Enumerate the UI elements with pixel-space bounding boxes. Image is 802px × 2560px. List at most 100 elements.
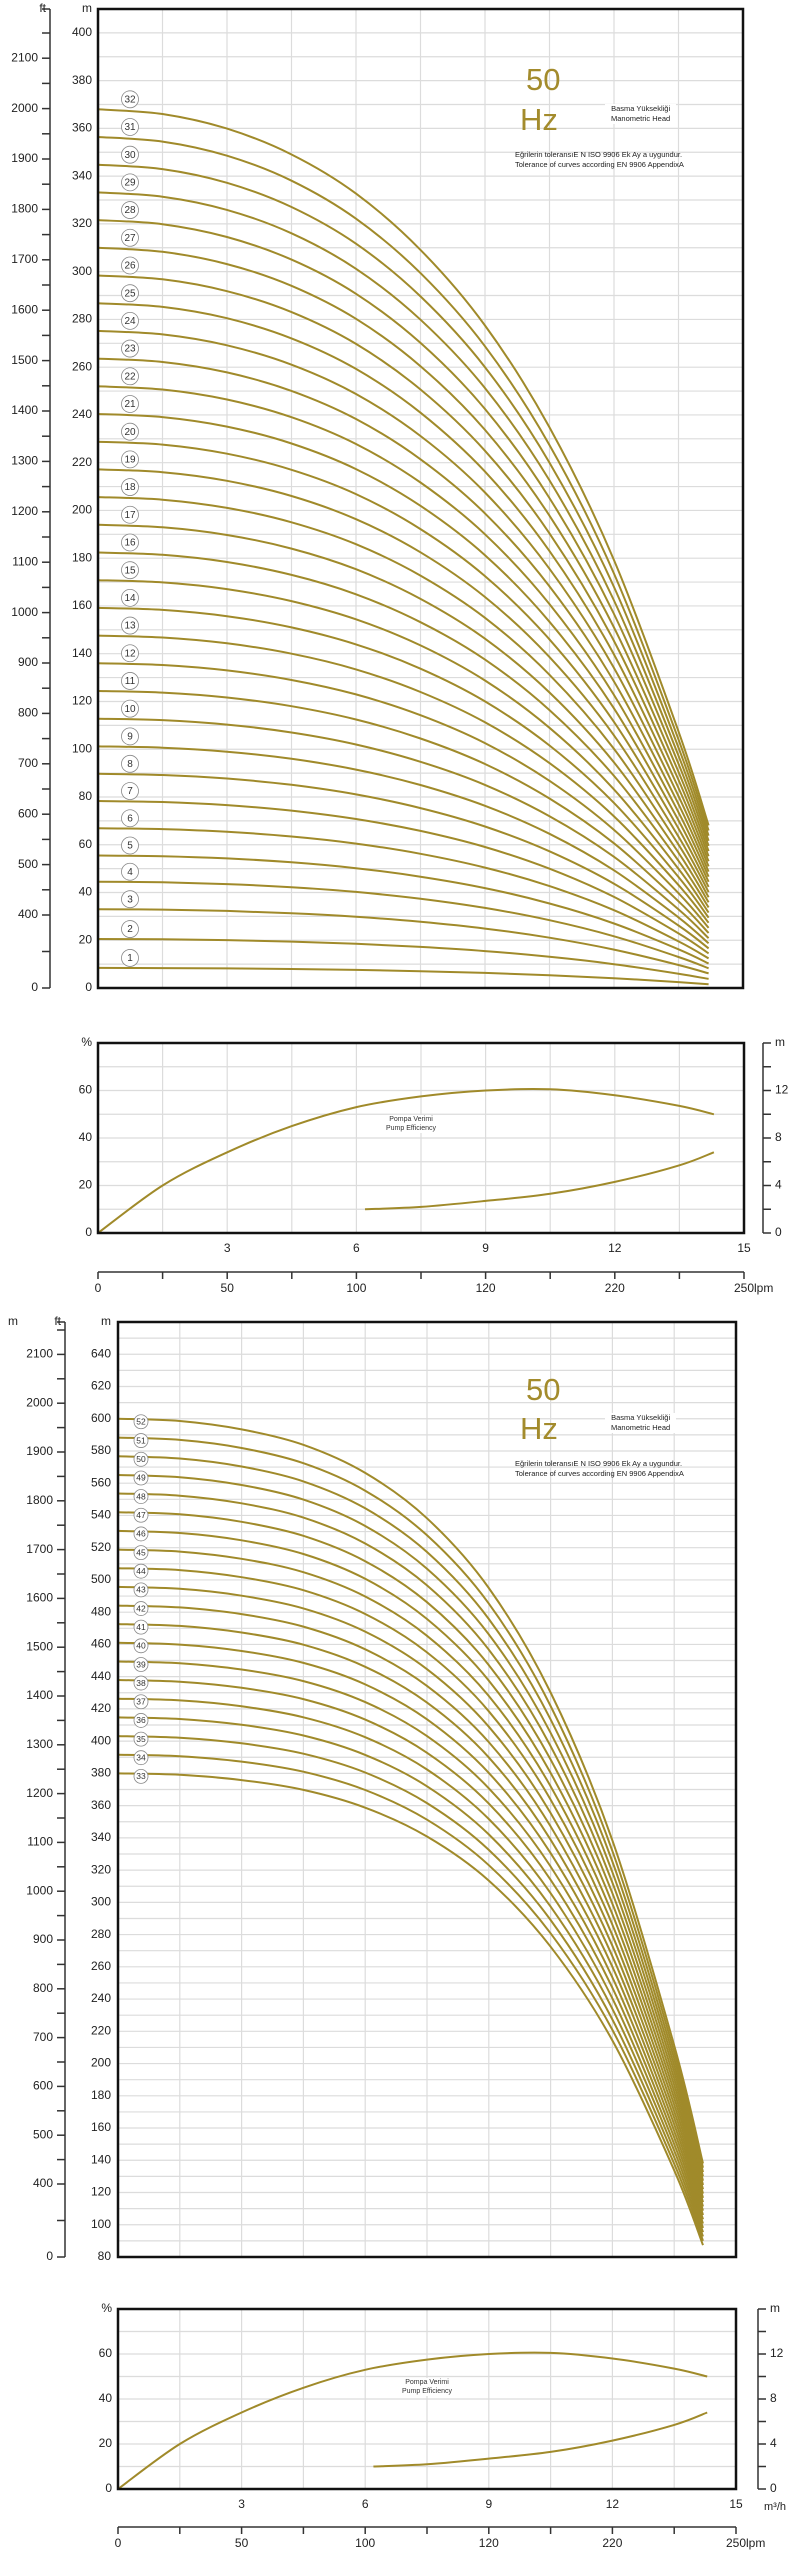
- stage-label-bubble: [121, 311, 139, 330]
- stage-label-bubble: [133, 1507, 149, 1523]
- head-curve-stage-29: [97, 191, 710, 842]
- stage-label-bubble: [121, 727, 139, 746]
- stage-label-bubble: [121, 949, 139, 967]
- stage-label: 47: [136, 1510, 146, 1520]
- y-tick-label-m: 160: [72, 598, 92, 612]
- y-tick-label-m: 200: [91, 2056, 111, 2070]
- y-tick-label-ft: 1500: [11, 353, 38, 367]
- head-curve-stage-36: [117, 1716, 704, 2233]
- head-curve-stage-37: [117, 1697, 704, 2229]
- stage-label: 20: [124, 427, 136, 438]
- stage-label-bubble: [133, 1731, 149, 1747]
- y-tick-label-ft: 1400: [11, 403, 38, 417]
- head-curve-stage-41: [117, 1623, 704, 2211]
- y-tick-label-ft: 700: [33, 2030, 53, 2044]
- plot-frame: [116, 2307, 738, 2491]
- stage-label: 8: [127, 759, 133, 770]
- stage-label: 19: [124, 455, 136, 466]
- y-tick-label-m: 260: [72, 359, 92, 373]
- y-tick-label-ft: 1000: [11, 605, 38, 619]
- stage-label: 18: [124, 482, 136, 493]
- y-tick-label-ft: 2000: [26, 1395, 53, 1409]
- head-curve-stage-22: [97, 385, 710, 878]
- head-curve-stage-14: [97, 606, 710, 919]
- x-tick-label-m3h: 15: [737, 1241, 751, 1255]
- y-tick-label-ft: 1100: [12, 554, 38, 568]
- y-tick-label-m: 640: [91, 1346, 111, 1360]
- y-tick-label-ft: 500: [18, 857, 38, 871]
- y-tick-label-m: 140: [91, 2152, 111, 2166]
- stage-label: 27: [124, 233, 136, 244]
- stage-label: 22: [124, 371, 136, 382]
- stage-label: 4: [127, 867, 133, 878]
- head-curve-stage-13: [97, 634, 710, 924]
- y-tick-label-m: 100: [91, 2217, 111, 2231]
- head-curve-stage-12: [97, 662, 710, 929]
- y-tick-label-ft: 1000: [26, 1883, 53, 1897]
- stage-label: 37: [136, 1696, 146, 1706]
- x-tick-label-lpm: 220: [602, 2536, 622, 2550]
- y-tick-label-ft: 1100: [27, 1835, 53, 1849]
- y-tick-label-m: 400: [91, 1733, 111, 1747]
- y-tick-label-m: 240: [91, 1991, 111, 2005]
- stage-label-bubble: [121, 782, 139, 800]
- x-tick-label-m3h: 12: [608, 1241, 622, 1255]
- stage-label-bubble: [133, 1619, 149, 1635]
- stage-label-bubble: [121, 145, 139, 164]
- y-tick-label-ft: 2100: [26, 1347, 53, 1361]
- y-tick-label-ft: 1800: [26, 1493, 53, 1507]
- stage-label-bubble: [121, 367, 139, 386]
- y-tick-label-ft: 1200: [11, 504, 38, 518]
- y-tick-label-m: 280: [91, 1927, 111, 1941]
- stage-label: 30: [124, 150, 136, 161]
- stage-label: 51: [136, 1435, 146, 1445]
- head-curve-stage-39: [117, 1660, 704, 2220]
- head-curve-stage-21: [97, 413, 710, 883]
- efficiency-label-en: Pump Efficiency: [386, 1125, 437, 1132]
- y-tick-label-ft: 2000: [11, 101, 38, 115]
- y-tick-label-ft: 900: [18, 655, 38, 669]
- y-tick-label-ft: 1200: [26, 1786, 53, 1800]
- y-tick-label-m: 460: [91, 1637, 111, 1651]
- y-tick-label-ft: 1300: [11, 454, 38, 468]
- y-tick-label-m: 0: [775, 1225, 782, 1239]
- stage-label: 29: [124, 178, 136, 189]
- stage-label: 26: [124, 261, 136, 272]
- npsh-curve: [364, 1151, 715, 1211]
- head-curve-stage-28: [97, 219, 710, 847]
- y-tick-label-m: 0: [770, 2481, 777, 2495]
- stage-label-bubble: [121, 505, 139, 524]
- stage-label: 10: [124, 704, 136, 715]
- stage-label: 46: [136, 1529, 146, 1539]
- stage-label-bubble: [133, 1638, 149, 1654]
- y-tick-label-percent: 60: [99, 2346, 113, 2360]
- y-tick-label-ft: 800: [18, 706, 38, 720]
- y-axis-unit-percent: %: [101, 2301, 112, 2315]
- stage-label: 15: [124, 565, 136, 576]
- stage-label: 3: [127, 894, 133, 905]
- x-tick-label-lpm: 120: [476, 1281, 496, 1295]
- y-tick-label-m: 100: [72, 741, 92, 755]
- head-curve-stage-51: [117, 1436, 704, 2169]
- stage-label: 28: [124, 205, 136, 216]
- x-tick-label-lpm: 100: [355, 2536, 375, 2550]
- y-tick-label-percent: 0: [85, 1225, 92, 1239]
- stage-label-bubble: [133, 1545, 149, 1561]
- y-tick-label-percent: 40: [99, 2391, 113, 2405]
- y-tick-label-ft: 1600: [26, 1591, 53, 1605]
- tolerance-note: Eğrilerin toleransıE N ISO 9906 Ek Ay a …: [515, 1459, 684, 1479]
- stage-label-bubble: [121, 809, 139, 828]
- head-curve-stage-7: [97, 800, 710, 955]
- stage-label-bubble: [133, 1657, 149, 1672]
- y-tick-label-m: 320: [72, 216, 92, 230]
- stage-label: 48: [136, 1491, 146, 1501]
- head-curve-stage-5: [97, 854, 710, 965]
- stage-label: 25: [124, 288, 136, 299]
- y-tick-label-ft: 1800: [11, 202, 38, 216]
- y-tick-label-ft: 1400: [26, 1688, 53, 1702]
- y-axis-unit-m: m: [101, 1314, 111, 1328]
- stage-label: 49: [136, 1473, 146, 1483]
- stage-label-bubble: [121, 533, 139, 552]
- stage-label-bubble: [133, 1451, 149, 1467]
- y-tick-label-ft: 1900: [11, 151, 38, 165]
